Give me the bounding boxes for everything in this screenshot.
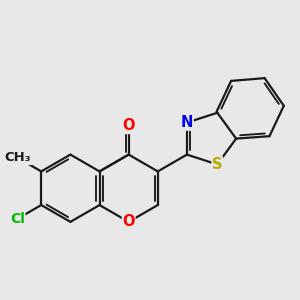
Text: S: S <box>212 157 223 172</box>
Text: O: O <box>122 118 135 134</box>
Text: O: O <box>122 214 135 230</box>
Text: CH₃: CH₃ <box>5 152 31 164</box>
Text: N: N <box>181 115 193 130</box>
Text: Cl: Cl <box>10 212 25 226</box>
